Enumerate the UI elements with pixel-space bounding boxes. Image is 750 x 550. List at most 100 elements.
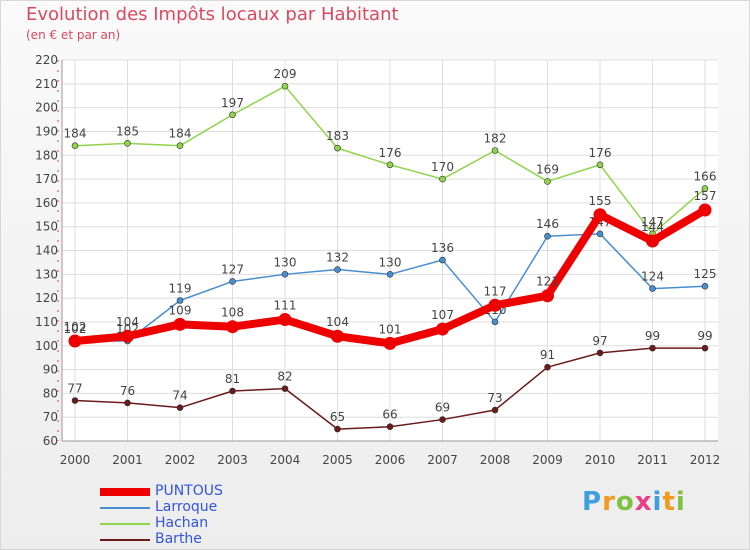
data-label-larroque: 146 xyxy=(536,217,559,231)
data-point-hachan xyxy=(439,175,446,183)
data-point-puntous xyxy=(68,334,82,348)
legend-label-hachan: Hachan xyxy=(155,515,209,531)
data-label-hachan: 176 xyxy=(589,146,612,160)
legend-label-barthe: Barthe xyxy=(155,531,202,547)
data-point-larroque xyxy=(334,266,341,273)
y-tick-label: 210 xyxy=(35,77,58,91)
data-label-larroque: 132 xyxy=(326,251,349,265)
x-tick-label: 2007 xyxy=(427,453,458,467)
x-tick-label: 2010 xyxy=(585,453,616,467)
data-label-hachan: 147 xyxy=(641,215,664,229)
data-point-hachan xyxy=(229,111,236,119)
data-label-puntous: 107 xyxy=(431,308,454,322)
y-tick-label: 190 xyxy=(35,124,58,138)
legend-swatch-hachan xyxy=(100,523,150,525)
y-tick-label: 200 xyxy=(35,101,58,115)
logo-letter: i xyxy=(652,487,663,517)
data-point-puntous xyxy=(121,329,134,343)
data-point-larroque xyxy=(386,271,394,278)
data-point-puntous xyxy=(646,234,659,248)
y-tick-label: 140 xyxy=(35,244,58,258)
data-point-barthe xyxy=(544,363,551,371)
data-label-larroque: 102 xyxy=(64,322,87,336)
data-point-barthe xyxy=(71,397,79,404)
data-point-puntous xyxy=(226,320,239,334)
data-label-hachan: 184 xyxy=(64,127,87,141)
data-point-hachan xyxy=(491,147,499,154)
data-label-hachan: 176 xyxy=(379,146,402,160)
data-point-puntous xyxy=(278,313,292,327)
data-label-barthe: 99 xyxy=(697,329,712,343)
data-point-barthe xyxy=(701,344,709,352)
legend-swatch-puntous xyxy=(100,488,150,496)
x-tick-label: 2008 xyxy=(480,453,511,467)
logo-letter: o xyxy=(615,487,635,517)
chart-subtitle: (en € et par an) xyxy=(26,28,121,42)
data-point-larroque xyxy=(439,256,446,264)
y-tick-label: 70 xyxy=(43,410,58,424)
y-tick-label: 60 xyxy=(43,434,58,448)
data-point-larroque xyxy=(229,278,236,285)
data-label-hachan: 169 xyxy=(536,162,559,176)
data-label-puntous: 157 xyxy=(694,189,717,203)
data-point-puntous xyxy=(541,289,554,303)
y-tick-label: 150 xyxy=(35,220,58,234)
data-point-larroque xyxy=(281,271,289,278)
data-label-larroque: 130 xyxy=(274,255,297,269)
x-tick-label: 2011 xyxy=(637,453,668,467)
x-tick-label: 2006 xyxy=(375,453,406,467)
data-point-puntous xyxy=(698,203,712,217)
data-label-hachan: 209 xyxy=(274,67,297,81)
data-label-barthe: 82 xyxy=(277,370,292,384)
data-point-barthe xyxy=(596,349,604,357)
data-label-puntous: 109 xyxy=(169,303,192,317)
data-point-larroque xyxy=(701,282,709,290)
data-label-hachan: 184 xyxy=(169,127,192,141)
x-tick-label: 2002 xyxy=(165,453,196,467)
data-point-hachan xyxy=(71,142,79,150)
data-label-barthe: 65 xyxy=(330,410,345,424)
y-tick-label: 110 xyxy=(35,315,58,329)
data-point-hachan xyxy=(281,82,289,90)
data-label-hachan: 183 xyxy=(326,129,349,143)
legend-label-puntous: PUNTOUS xyxy=(155,483,223,499)
logo-letter: P xyxy=(582,487,603,517)
data-point-hachan xyxy=(701,185,709,192)
data-label-puntous: 104 xyxy=(116,315,139,329)
data-label-hachan: 166 xyxy=(694,170,717,184)
data-label-larroque: 124 xyxy=(641,270,664,284)
data-point-hachan xyxy=(544,178,551,185)
x-tick-label: 2000 xyxy=(60,453,91,467)
data-point-barthe xyxy=(439,416,446,423)
data-point-larroque xyxy=(491,318,499,326)
logo-letter: t xyxy=(662,487,676,517)
x-tick-label: 2004 xyxy=(270,453,301,467)
data-label-barthe: 74 xyxy=(172,389,187,403)
y-tick-label: 160 xyxy=(35,196,58,210)
data-label-puntous: 101 xyxy=(379,322,402,336)
data-point-larroque xyxy=(596,230,604,238)
logo-letter: x xyxy=(634,487,653,517)
logo-letter: r xyxy=(602,487,616,517)
x-tick-label: 2005 xyxy=(322,453,353,467)
data-label-puntous: 108 xyxy=(221,306,244,320)
y-tick-label: 170 xyxy=(35,172,58,186)
data-label-larroque: 136 xyxy=(431,241,454,255)
y-tick-label: 180 xyxy=(35,148,58,162)
data-label-barthe: 77 xyxy=(67,382,82,396)
data-label-larroque: 130 xyxy=(379,255,402,269)
y-tick-label: 120 xyxy=(35,291,58,305)
data-label-puntous: 102 xyxy=(64,320,87,334)
proxiti-logo: Proxiti xyxy=(582,487,686,517)
data-point-hachan xyxy=(334,144,341,152)
data-label-hachan: 185 xyxy=(116,124,139,138)
data-point-puntous xyxy=(488,298,502,312)
data-point-barthe xyxy=(176,404,184,411)
data-label-barthe: 73 xyxy=(487,391,502,405)
data-label-puntous: 144 xyxy=(641,220,664,234)
data-label-barthe: 76 xyxy=(120,384,135,398)
data-label-puntous: 121 xyxy=(536,275,559,289)
data-point-barthe xyxy=(334,425,341,433)
data-point-puntous xyxy=(436,322,449,336)
data-label-barthe: 66 xyxy=(382,408,397,422)
